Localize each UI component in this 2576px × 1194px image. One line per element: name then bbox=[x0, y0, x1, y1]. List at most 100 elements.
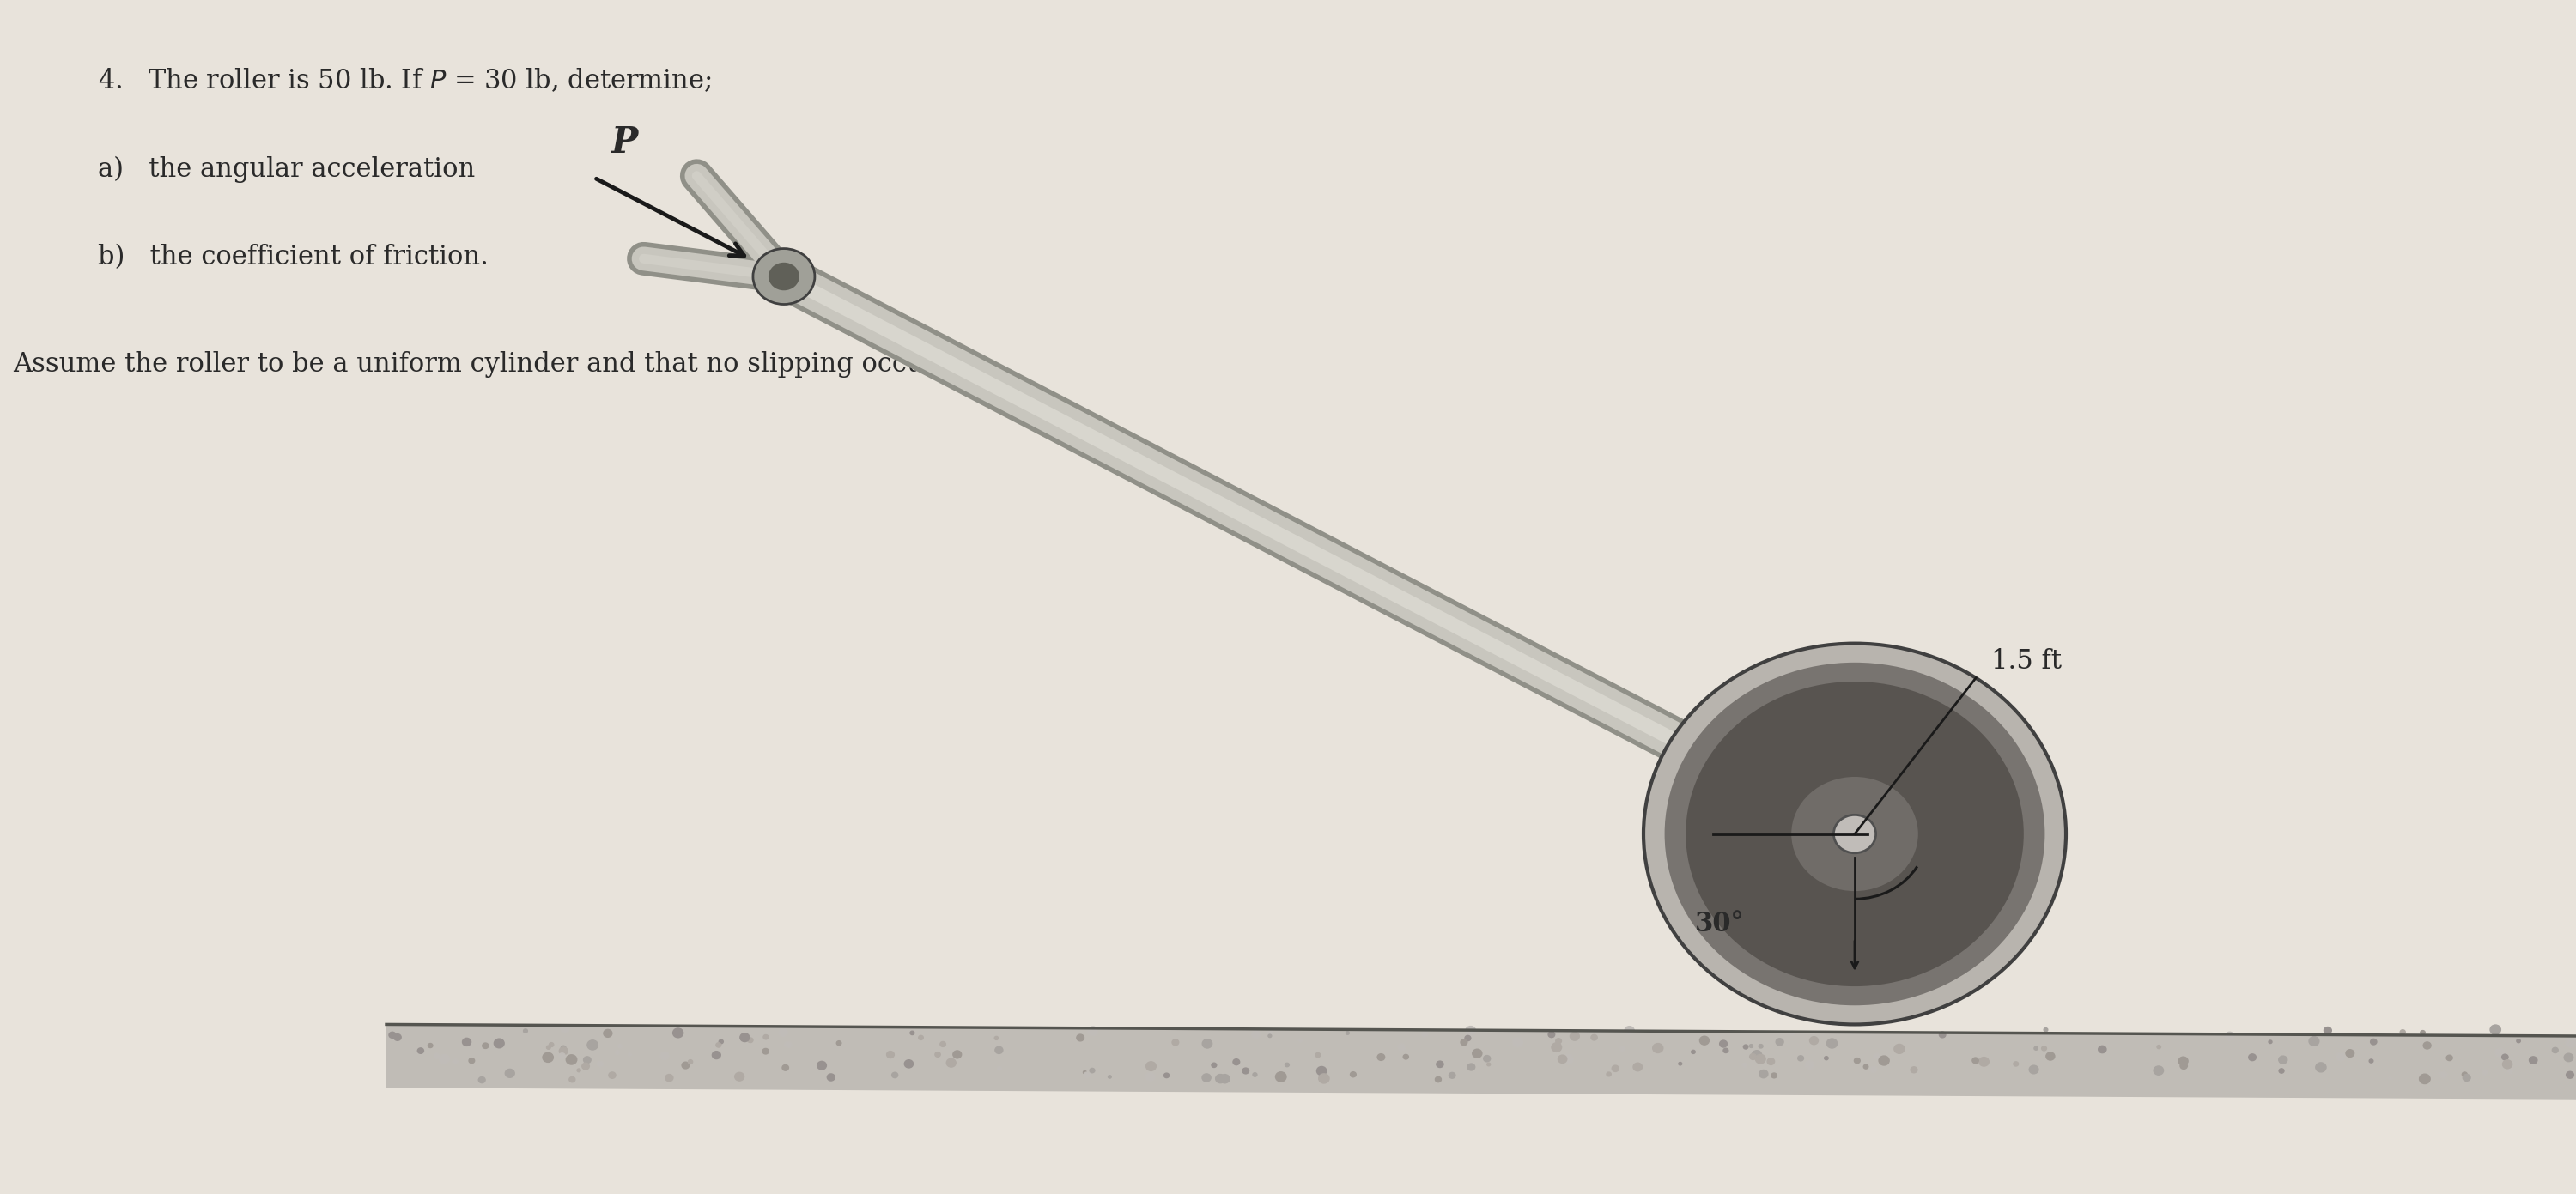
Circle shape bbox=[495, 1039, 505, 1048]
Circle shape bbox=[672, 1028, 683, 1038]
Circle shape bbox=[2045, 1052, 2056, 1060]
Circle shape bbox=[2280, 1055, 2287, 1064]
Circle shape bbox=[1564, 1054, 1574, 1064]
Circle shape bbox=[2401, 1030, 2406, 1034]
Circle shape bbox=[2269, 1040, 2272, 1044]
Circle shape bbox=[544, 1053, 554, 1063]
Circle shape bbox=[940, 1041, 945, 1047]
Circle shape bbox=[1164, 1073, 1170, 1078]
Circle shape bbox=[1512, 1038, 1522, 1047]
Circle shape bbox=[598, 1061, 603, 1067]
Circle shape bbox=[616, 1051, 621, 1054]
Circle shape bbox=[909, 1032, 914, 1035]
Circle shape bbox=[2035, 1047, 2038, 1050]
Circle shape bbox=[1267, 1030, 1273, 1035]
Circle shape bbox=[1633, 1063, 1643, 1071]
Circle shape bbox=[1548, 1032, 1556, 1038]
Circle shape bbox=[768, 263, 799, 290]
Circle shape bbox=[417, 1048, 422, 1053]
Circle shape bbox=[464, 1038, 471, 1046]
Circle shape bbox=[762, 1048, 768, 1054]
Circle shape bbox=[1319, 1073, 1329, 1083]
Circle shape bbox=[1234, 1059, 1239, 1065]
Circle shape bbox=[2517, 1039, 2519, 1042]
Circle shape bbox=[1643, 644, 2066, 1024]
Circle shape bbox=[2336, 1052, 2344, 1060]
Circle shape bbox=[837, 1041, 842, 1045]
Circle shape bbox=[1473, 1050, 1481, 1058]
Circle shape bbox=[1203, 1073, 1211, 1082]
Circle shape bbox=[2324, 1027, 2331, 1034]
Circle shape bbox=[1435, 1077, 1440, 1082]
Circle shape bbox=[1798, 1055, 1803, 1061]
Circle shape bbox=[1146, 1061, 1157, 1071]
Circle shape bbox=[1620, 1046, 1625, 1051]
Circle shape bbox=[2463, 1072, 2468, 1077]
Circle shape bbox=[2099, 1046, 2107, 1053]
Circle shape bbox=[1399, 1044, 1406, 1051]
Text: a)   the angular acceleration: a) the angular acceleration bbox=[98, 155, 474, 183]
Circle shape bbox=[1723, 1048, 1728, 1053]
Circle shape bbox=[1316, 1053, 1321, 1057]
Circle shape bbox=[2566, 1071, 2573, 1078]
Circle shape bbox=[1216, 1075, 1226, 1083]
Circle shape bbox=[505, 1069, 515, 1077]
Circle shape bbox=[1772, 1073, 1777, 1078]
Circle shape bbox=[1808, 1036, 1819, 1045]
Circle shape bbox=[1826, 1039, 1837, 1048]
Circle shape bbox=[2249, 1054, 2257, 1060]
Circle shape bbox=[1790, 777, 1919, 891]
Circle shape bbox=[1680, 1063, 1682, 1065]
Circle shape bbox=[559, 1053, 564, 1059]
Circle shape bbox=[1855, 1058, 1860, 1064]
Circle shape bbox=[904, 1060, 914, 1067]
Circle shape bbox=[683, 1061, 690, 1069]
Circle shape bbox=[1870, 1066, 1878, 1072]
Text: b)   the coefficient of friction.: b) the coefficient of friction. bbox=[98, 244, 489, 271]
Circle shape bbox=[582, 1063, 590, 1070]
Circle shape bbox=[688, 1060, 693, 1064]
Circle shape bbox=[1221, 1075, 1229, 1083]
Circle shape bbox=[1090, 1069, 1095, 1072]
Circle shape bbox=[783, 1065, 788, 1071]
Circle shape bbox=[2509, 1070, 2512, 1073]
Circle shape bbox=[577, 1069, 580, 1072]
Circle shape bbox=[1607, 1072, 1610, 1076]
Circle shape bbox=[562, 1046, 567, 1051]
Circle shape bbox=[2316, 1063, 2326, 1072]
Circle shape bbox=[587, 1040, 598, 1050]
Circle shape bbox=[1087, 1027, 1097, 1036]
Circle shape bbox=[739, 1033, 750, 1041]
Circle shape bbox=[1551, 1042, 1561, 1052]
Circle shape bbox=[1077, 1034, 1084, 1041]
Circle shape bbox=[1146, 1072, 1154, 1081]
Circle shape bbox=[2156, 1045, 2161, 1048]
Circle shape bbox=[994, 1036, 999, 1040]
Circle shape bbox=[2553, 1047, 2558, 1053]
Circle shape bbox=[1752, 1051, 1762, 1059]
Circle shape bbox=[523, 1029, 528, 1033]
Circle shape bbox=[1448, 1072, 1455, 1078]
Circle shape bbox=[1267, 1034, 1273, 1038]
Circle shape bbox=[567, 1054, 577, 1064]
Circle shape bbox=[2463, 1075, 2470, 1081]
Circle shape bbox=[2370, 1059, 2372, 1063]
Circle shape bbox=[997, 1066, 1002, 1071]
Text: 4.   The roller is 50 lb. If $P$ = 30 lb, determine;: 4. The roller is 50 lb. If $P$ = 30 lb, … bbox=[98, 67, 711, 94]
Circle shape bbox=[629, 1053, 631, 1055]
Circle shape bbox=[2308, 1036, 2318, 1046]
Circle shape bbox=[2014, 1061, 2020, 1066]
Circle shape bbox=[1298, 1039, 1303, 1042]
Circle shape bbox=[1973, 1058, 1978, 1064]
Circle shape bbox=[1404, 1054, 1409, 1059]
Circle shape bbox=[453, 1059, 459, 1064]
Circle shape bbox=[786, 1041, 791, 1048]
Circle shape bbox=[2496, 1048, 2504, 1057]
Circle shape bbox=[994, 1047, 1002, 1053]
Circle shape bbox=[1486, 1063, 1492, 1066]
Circle shape bbox=[1484, 1055, 1492, 1061]
Circle shape bbox=[1775, 1039, 1783, 1045]
Circle shape bbox=[1316, 1066, 1327, 1076]
Circle shape bbox=[1082, 1071, 1087, 1073]
Circle shape bbox=[585, 1057, 590, 1063]
